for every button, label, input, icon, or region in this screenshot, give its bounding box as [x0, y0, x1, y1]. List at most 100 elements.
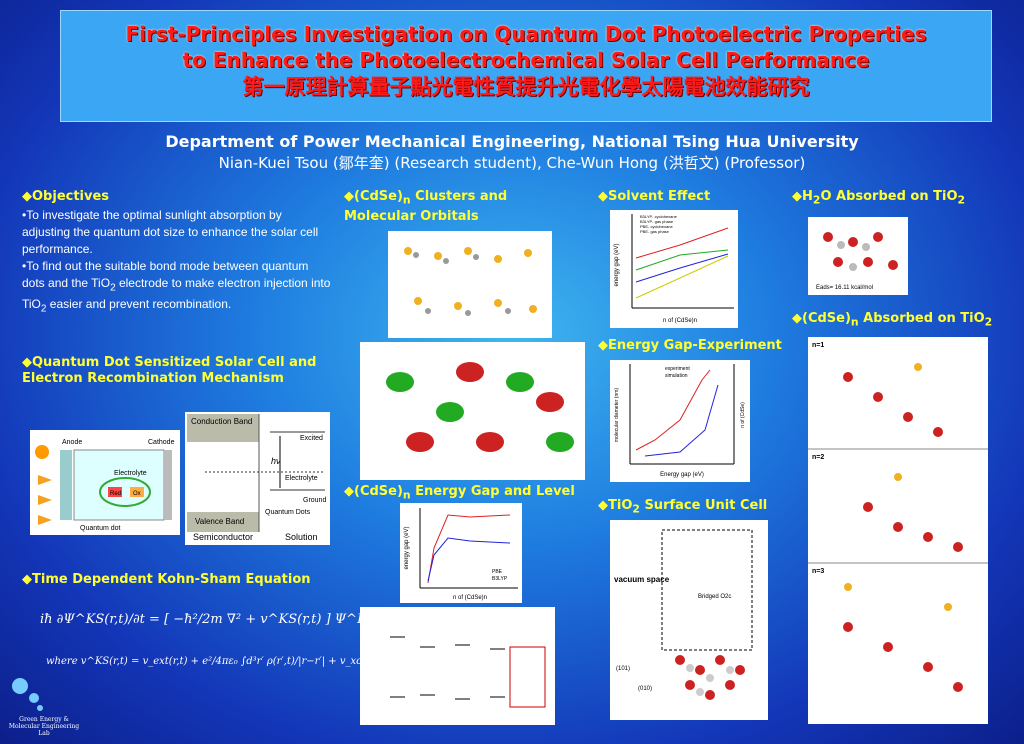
legend-entry: PBE	[492, 569, 503, 575]
text-run: Solvent Effect	[608, 189, 711, 204]
subscript: 2	[812, 193, 821, 207]
legend-entry: experiment	[665, 366, 690, 372]
experiment-plot: experiment simulation molecular diameter…	[610, 360, 750, 482]
axis-label: molecular diameter (nm)	[614, 388, 620, 443]
label: vacuum space	[614, 575, 670, 584]
text-run: •To investigate the optimal sunlight abs…	[22, 208, 319, 256]
bullet: •To investigate the optimal sunlight abs…	[22, 207, 332, 258]
subscript: 2	[110, 282, 116, 294]
section-heading: Quantum Dot Sensitized Solar Cell and El…	[22, 355, 332, 387]
axis-label: Energy gap (eV)	[660, 472, 704, 478]
subscript: 2	[632, 502, 640, 516]
section-heading: Solvent Effect	[598, 189, 710, 205]
legend-entry: B3LYP	[492, 576, 508, 582]
subscript: n	[402, 488, 411, 502]
section-heading: Time Dependent Kohn-Sham Equation	[22, 572, 311, 588]
authors: Nian-Kuei Tsou (鄒年奎) (Research student),…	[218, 154, 806, 172]
text-run: Surface Unit Cell	[639, 498, 768, 513]
equation: where v^KS(r,t) = v_ext(r,t) + e²/4πε₀ ∫…	[46, 656, 381, 667]
gap-plot: energy gap (eV) n of (CdSe)n PBE B3LYP	[400, 503, 522, 603]
section-heading: (CdSe)n Absorbed on TiO2	[792, 311, 992, 331]
label: (101)	[616, 666, 630, 672]
legend-entry: PBE- gas phase	[640, 229, 670, 234]
text-run: Quantum Dot Sensitized Solar Cell and El…	[22, 355, 317, 386]
label: Solution	[285, 532, 318, 542]
objectives: •To investigate the optimal sunlight abs…	[22, 207, 332, 318]
text-run: H	[802, 189, 813, 204]
adsorption-figure: n=1 n=2 n=3	[808, 337, 988, 724]
section-heading: (CdSe)n Energy Gap and Level	[344, 484, 575, 504]
axis-label: n of (CdSe)n	[663, 318, 697, 324]
label: Red	[110, 491, 121, 497]
label: Excited	[300, 435, 323, 442]
label: Electrolyte	[114, 470, 147, 477]
legend-entry: PBE- cyclohexane	[640, 224, 673, 229]
subscript: 2	[957, 193, 966, 207]
logo-text: Green Energy & Molecular Engineering Lab	[8, 716, 80, 737]
title-box: First-Principles Investigation on Quantu…	[60, 10, 992, 122]
legend-entry: B3LYP- gas phase	[640, 219, 674, 224]
text-run: •To find out the suitable bond mode betw…	[22, 259, 309, 290]
level-figure	[360, 607, 555, 725]
cell-diagram: Anode Cathode Electrolyte Red Ox Quantum…	[30, 430, 180, 535]
text-run: Energy Gap-Experiment	[608, 338, 782, 353]
text-run: (CdSe)	[354, 484, 403, 499]
bullet: •To find out the suitable bond mode betw…	[22, 258, 332, 318]
label: Valence Band	[195, 517, 244, 526]
legend-entry: simulation	[665, 373, 688, 379]
label: Electrolyte	[285, 475, 318, 482]
label: Cathode	[148, 439, 175, 446]
label: Quantum Dots	[265, 509, 311, 516]
h2o-figure: Eads= 16.11 kcal/mol	[808, 217, 908, 295]
subscript: 2	[40, 303, 47, 315]
orbital-figure	[360, 342, 585, 480]
section-heading: (CdSe)n Clusters and Molecular Orbitals	[344, 189, 544, 225]
label: n=2	[812, 454, 824, 461]
caption: Eads= 16.11 kcal/mol	[816, 285, 873, 291]
cluster-figure	[388, 231, 552, 338]
title-chinese: 第一原理計算量子點光電性質提升光電化學太陽電池效能研究	[242, 74, 810, 99]
text-run: Clusters and Molecular Orbitals	[344, 189, 508, 224]
solvent-plot: B3LYP- cyclohexane B3LYP- gas phase PBE-…	[610, 210, 738, 328]
section-heading: TiO2 Surface Unit Cell	[598, 498, 767, 518]
text-run: electrode to make electron injection int…	[22, 276, 331, 312]
label: Ox	[133, 491, 141, 497]
label: n=3	[812, 568, 824, 575]
text-run: (CdSe)	[354, 189, 403, 204]
axis-label: energy gap (eV)	[404, 526, 410, 569]
legend-entry: B3LYP- cyclohexane	[640, 214, 678, 219]
title-line: to Enhance the Photoelectrochemical Sola…	[182, 48, 870, 72]
surface-figure: vacuum space Bridged O2c (101) (010)	[610, 520, 768, 720]
text-run: easier and prevent recombination.	[46, 297, 232, 312]
label: Anode	[62, 439, 82, 446]
title-line: First-Principles Investigation on Quantu…	[125, 22, 927, 46]
axis-label: n of (CdSe)	[740, 402, 746, 428]
label: hν	[271, 456, 281, 466]
text-run: Objectives	[32, 189, 110, 204]
label: Quantum dot	[80, 525, 121, 532]
text-run: TiO	[608, 498, 633, 513]
label: (010)	[638, 686, 652, 692]
text-run: Absorbed on TiO	[858, 311, 985, 326]
text-run: Time Dependent Kohn-Sham Equation	[32, 572, 311, 587]
section-heading: Energy Gap-Experiment	[598, 338, 782, 354]
text-run: O Absorbed on TiO	[820, 189, 958, 204]
text-run: (CdSe)	[802, 311, 851, 326]
affiliation: Department of Power Mechanical Engineeri…	[165, 132, 859, 151]
label: Bridged O2c	[698, 594, 731, 600]
section-heading: Objectives	[22, 189, 109, 205]
text-run: Energy Gap and Level	[410, 484, 575, 499]
subscript: n	[850, 315, 859, 329]
label: Ground	[303, 497, 326, 504]
label: Conduction Band	[191, 417, 252, 426]
label: Semiconductor	[193, 532, 253, 542]
axis-label: energy gap (eV)	[614, 243, 620, 286]
band-diagram: Conduction Band Valence Band Semiconduct…	[185, 412, 330, 545]
subscript: 2	[984, 315, 993, 329]
logo-icon	[12, 678, 43, 711]
section-heading: H2O Absorbed on TiO2	[792, 189, 965, 209]
subscript: n	[402, 193, 411, 207]
axis-label: n of (CdSe)n	[453, 595, 487, 601]
label: n=1	[812, 342, 824, 349]
